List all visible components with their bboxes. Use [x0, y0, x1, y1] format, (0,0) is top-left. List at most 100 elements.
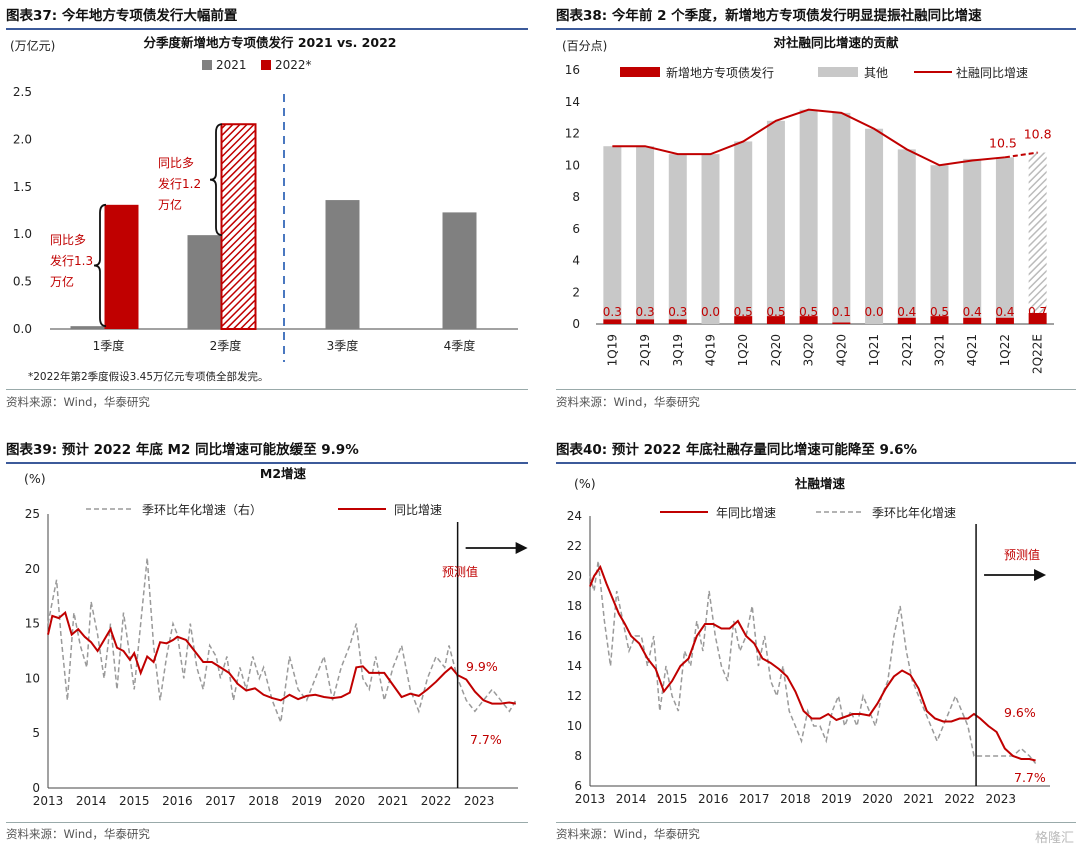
line-tsf-qoq	[589, 560, 1037, 764]
bar-special-bond	[603, 319, 622, 324]
chart-38: 对社融同比增速的贡献 (百分点) 新增地方专项债发行 其他 社融同比增速 0 2 4 6 8 10 1…	[562, 35, 1054, 374]
x-tick-label: 2016	[162, 794, 193, 808]
bar-special-bond	[799, 316, 818, 324]
source-text: 资料来源：Wind，华泰研究	[556, 395, 700, 409]
y-tick-label: 0	[572, 317, 580, 331]
bar-other	[734, 141, 753, 317]
x-tick-label: 2017	[739, 792, 770, 806]
x-tick-label: 2015	[119, 794, 150, 808]
x-tick-label: 2021	[378, 794, 409, 808]
y-tick-label: 14	[565, 95, 580, 109]
bar-special-bond	[734, 316, 753, 324]
legend-label-dashed: 季环比年化增速	[872, 506, 956, 520]
legend-label-solid: 同比增速	[394, 503, 442, 517]
panel-bottom-rule	[556, 822, 1076, 823]
x-tick-label: 2017	[205, 794, 236, 808]
value-label: 9.6%	[1004, 705, 1036, 720]
x-tick-label: 3Q21	[933, 334, 947, 366]
watermark: 格隆汇	[1034, 831, 1074, 846]
legend-label-2022: 2022*	[275, 58, 312, 72]
x-tick-label: 1季度	[93, 338, 125, 353]
y-axis-label: (百分点)	[562, 39, 607, 53]
bar-other	[930, 165, 949, 317]
x-tick-label: 2013	[575, 792, 606, 806]
y-tick-label: 8	[572, 190, 580, 204]
y-tick-label: 1.5	[13, 180, 32, 194]
x-tick-label: 4季度	[444, 338, 476, 353]
x-tick-label: 2季度	[210, 338, 242, 353]
data-label-special-bond: 0.0	[701, 305, 720, 319]
x-tick-label: 2020	[335, 794, 366, 808]
y-tick-label: 10	[25, 671, 40, 685]
panel-38: 图表38: 今年前 2 个季度，新增地方专项债发行明显提振社融同比增速 对社融同…	[556, 4, 1076, 416]
y-tick-label: 6	[574, 779, 582, 793]
y-axis-label: (%)	[574, 476, 596, 491]
legend-label-other: 其他	[864, 66, 888, 80]
x-tick-label: 4Q21	[965, 334, 979, 366]
panel-title: 图表40: 预计 2022 年底社融存量同比增速可能降至 9.6%	[556, 442, 917, 458]
brace-q2	[209, 123, 223, 237]
x-tick-label: 1Q20	[736, 334, 750, 366]
x-tick-label: 2Q22E	[1031, 334, 1045, 374]
x-tick-label: 2023	[985, 792, 1016, 806]
y-tick-label: 12	[567, 689, 582, 703]
bar-other	[995, 157, 1014, 318]
annotation-q2: 发行1.2	[158, 176, 201, 191]
y-tick-label: 4	[572, 254, 580, 268]
chart-title: 对社融同比增速的贡献	[773, 35, 899, 50]
line-m2-qoq	[47, 557, 517, 726]
panel-title: 图表38: 今年前 2 个季度，新增地方专项债发行明显提振社融同比增速	[556, 8, 982, 24]
x-tick-label: 3季度	[327, 338, 359, 353]
chart-title: M2增速	[260, 466, 307, 481]
data-label-special-bond: 0.3	[636, 305, 655, 319]
value-label: 9.9%	[466, 659, 498, 674]
x-tick-label: 2020	[862, 792, 893, 806]
y-tick-label: 10	[565, 158, 580, 172]
bar-special-bond	[766, 316, 785, 324]
legend-swatch-special-bond	[620, 67, 660, 77]
x-tick-label: 2013	[33, 794, 64, 808]
data-label-special-bond: 0.5	[734, 305, 753, 319]
value-label: 7.7%	[470, 732, 502, 747]
bar-2021	[325, 200, 360, 329]
x-tick-label: 1Q22	[998, 334, 1012, 366]
y-tick-label: 15	[25, 617, 40, 631]
forecast-arrow-head	[515, 542, 528, 554]
forecast-label: 预测值	[1004, 547, 1040, 562]
x-tick-label: 2015	[657, 792, 688, 806]
y-tick-label: 12	[565, 127, 580, 141]
panel-bottom-rule	[6, 822, 528, 823]
x-tick-label: 2022	[421, 794, 452, 808]
y-tick-label: 1.0	[13, 227, 32, 241]
bar-special-bond	[963, 317, 982, 324]
y-tick-label: 0.0	[13, 322, 32, 336]
legend-label-solid: 年同比增速	[716, 506, 776, 520]
data-label-special-bond: 0.1	[832, 305, 851, 319]
legend-swatch-other	[818, 67, 858, 77]
annotation-q1: 同比多	[50, 233, 86, 247]
y-tick-label: 18	[567, 599, 582, 613]
bar-2022	[104, 204, 139, 329]
legend-label-tsf: 社融同比增速	[956, 65, 1028, 80]
panel-rule	[556, 28, 1076, 30]
panel-40: 图表40: 预计 2022 年底社融存量同比增速可能降至 9.6% 社融增速 (%…	[556, 438, 1076, 848]
bar-other	[865, 128, 884, 324]
y-tick-label: 16	[567, 629, 582, 643]
line-m2-yoy	[47, 610, 516, 705]
x-tick-label: 2021	[903, 792, 934, 806]
panel-bottom-rule	[556, 389, 1076, 390]
chart-37: 分季度新增地方专项债发行 2021 vs. 2022 (万亿元) 2021 2022*…	[10, 35, 518, 383]
x-tick-label: 2023	[464, 794, 495, 808]
brace-q1	[93, 203, 107, 328]
bar-other	[603, 146, 622, 320]
bar-special-bond	[668, 319, 687, 324]
y-tick-label: 2	[572, 285, 580, 299]
x-tick-label: 3Q20	[802, 334, 816, 366]
x-tick-label: 2019	[291, 794, 322, 808]
chart-title: 社融增速	[794, 476, 846, 491]
bar-other	[963, 158, 982, 318]
data-label-special-bond: 0.4	[963, 305, 982, 319]
bar-2021	[70, 326, 105, 329]
y-tick-label: 6	[572, 222, 580, 236]
